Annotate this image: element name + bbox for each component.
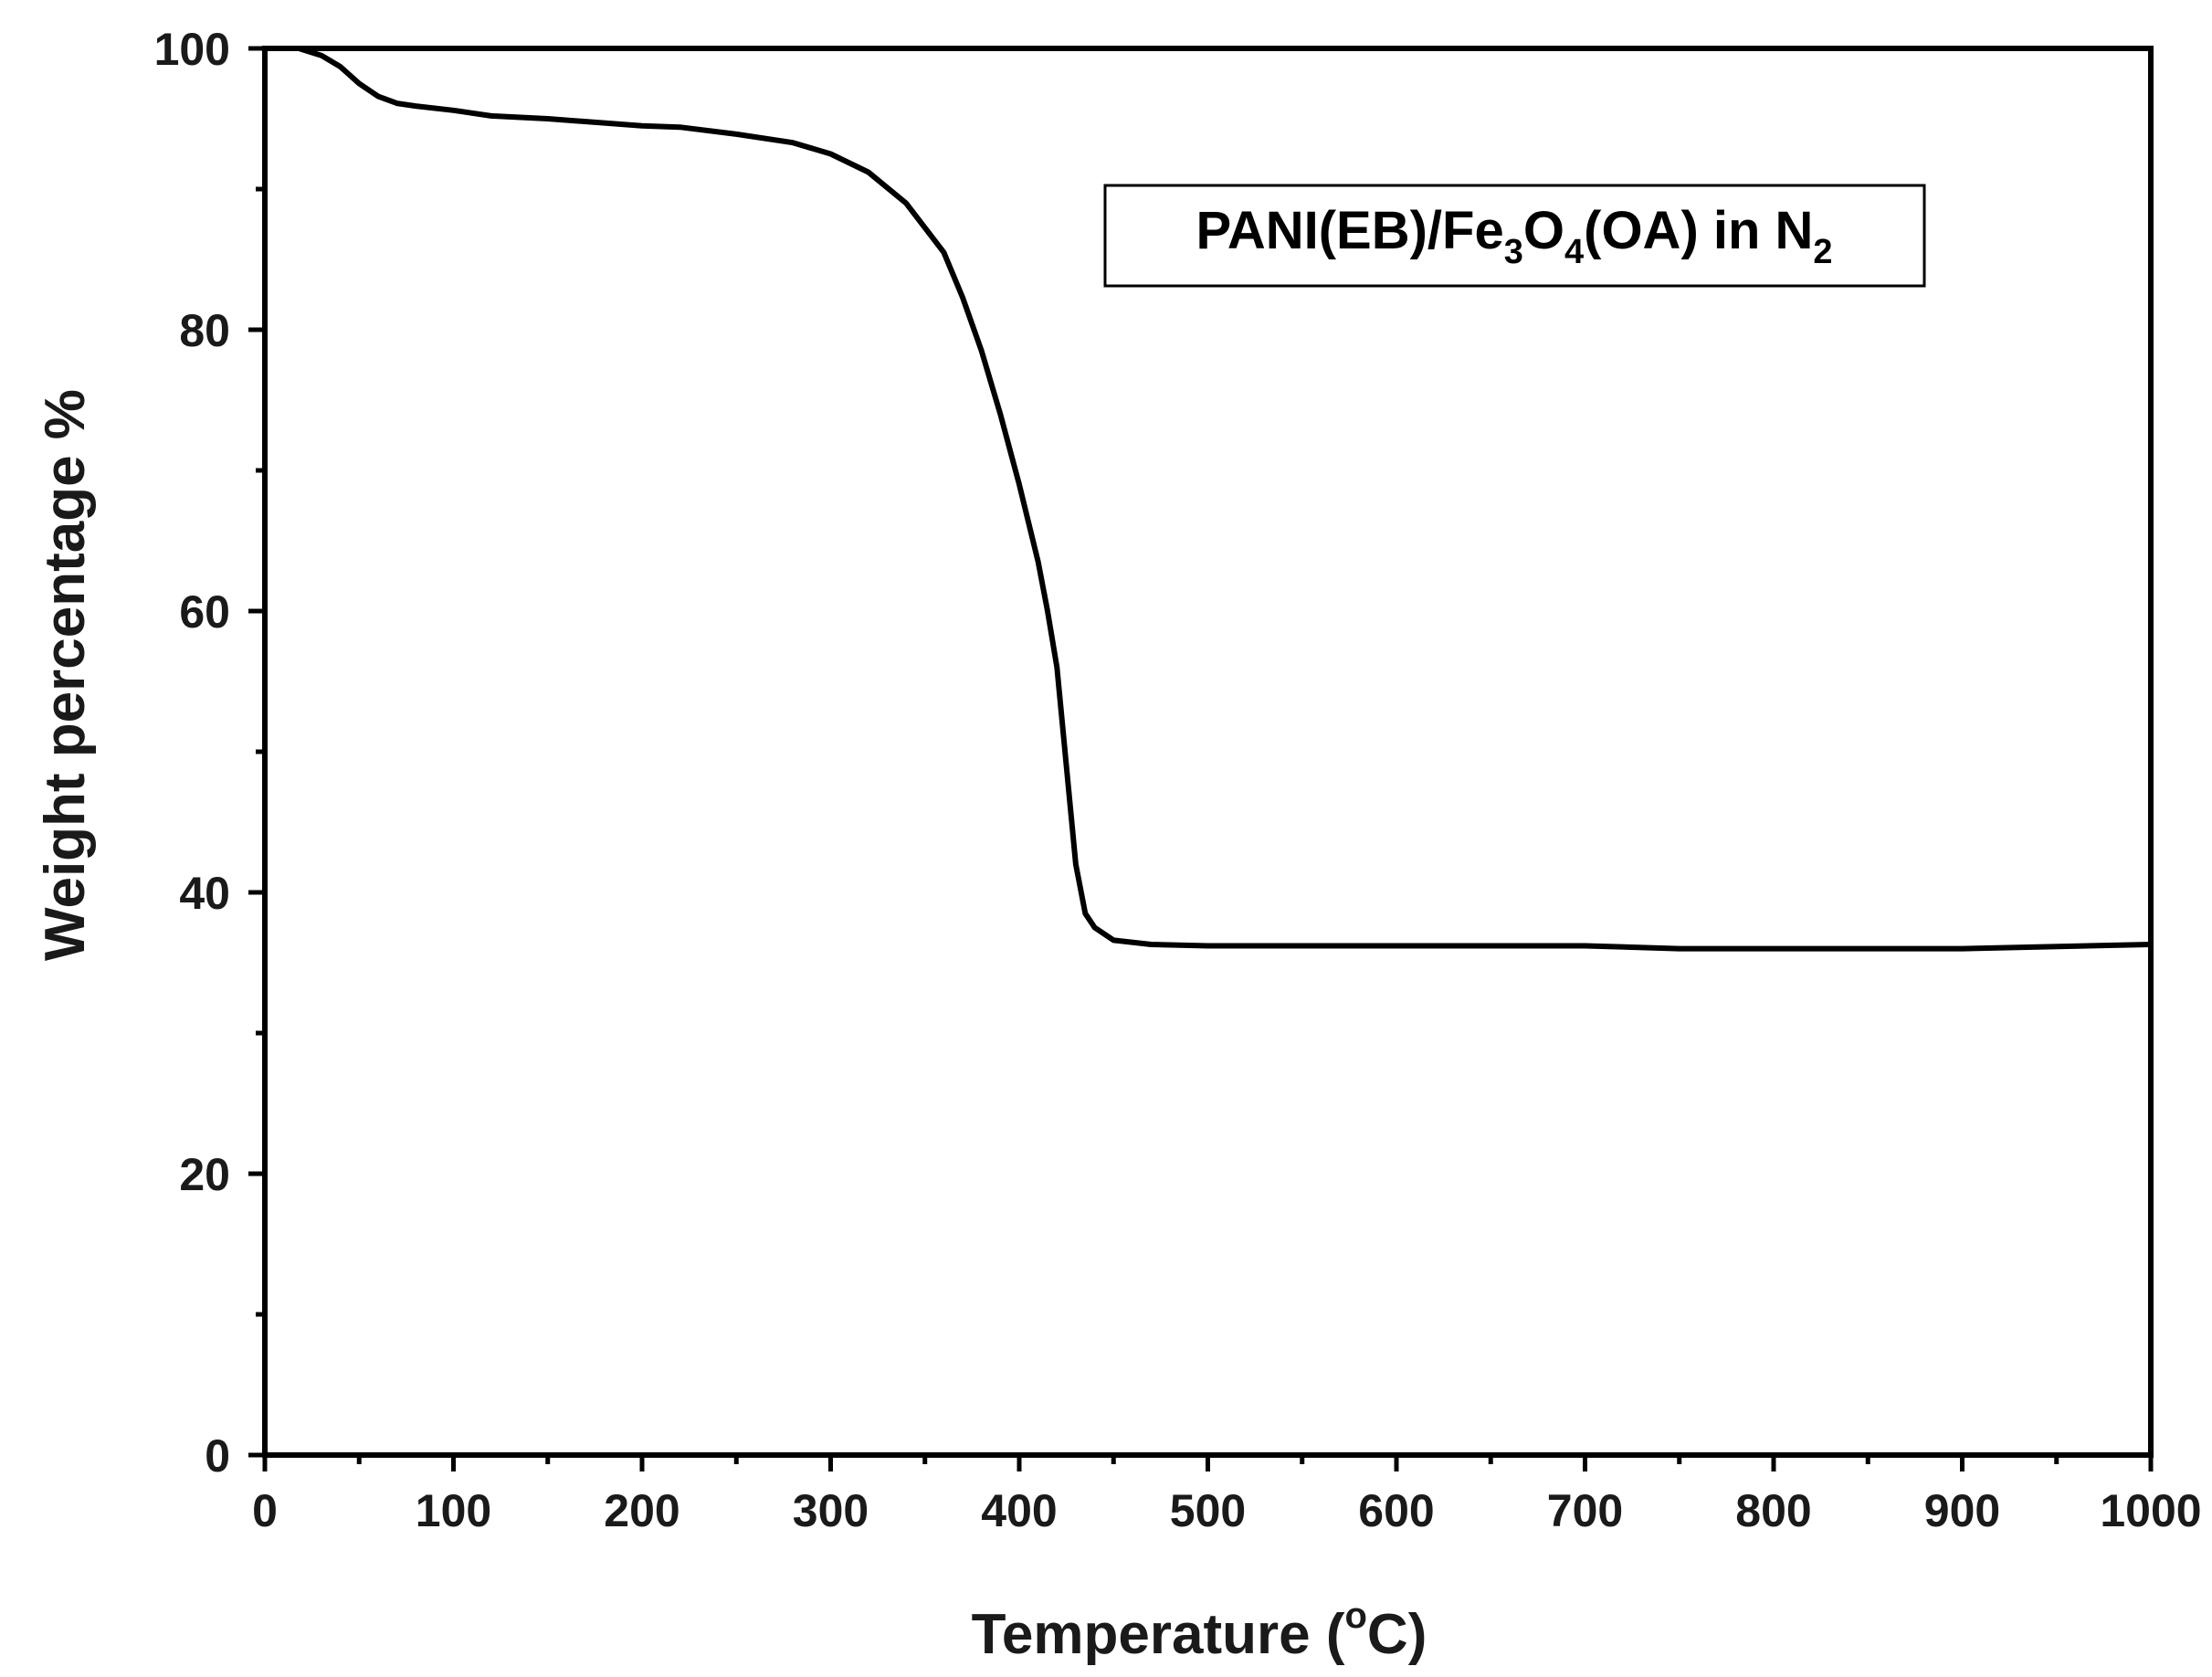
x-axis-title-end: C) — [1367, 1603, 1427, 1666]
y-tick-label: 60 — [179, 586, 230, 638]
x-tick-label: 200 — [604, 1485, 679, 1536]
x-tick-label: 700 — [1547, 1485, 1623, 1536]
y-axis-title: Weight percentage % — [34, 389, 97, 961]
x-tick-label: 1000 — [2100, 1485, 2201, 1536]
y-tick-label: 0 — [205, 1430, 230, 1482]
x-tick-label: 800 — [1735, 1485, 1811, 1536]
x-tick-label: 400 — [981, 1485, 1057, 1536]
x-tick-label: 600 — [1358, 1485, 1434, 1536]
x-axis-title-sup: o — [1344, 1596, 1366, 1636]
legend-text-part: PANI(EB)/Fe — [1196, 201, 1503, 260]
legend-subscript: 3 — [1504, 233, 1523, 271]
legend-text-part: (OA) in N — [1584, 201, 1813, 260]
x-axis-title: Temperature (oC) — [972, 1596, 1427, 1666]
y-tick-label: 20 — [179, 1149, 230, 1200]
x-tick-label: 0 — [252, 1485, 278, 1536]
x-tick-label: 900 — [1924, 1485, 2000, 1536]
y-tick-label: 80 — [179, 305, 230, 356]
y-tick-label: 40 — [179, 868, 230, 919]
x-tick-label: 300 — [793, 1485, 869, 1536]
legend-subscript: 2 — [1813, 233, 1832, 271]
series-line — [296, 46, 2154, 952]
y-tick-label: 100 — [154, 24, 230, 75]
legend: PANI(EB)/Fe3O4(OA) in N2 — [1103, 184, 1926, 288]
legend-text-part: O — [1523, 201, 1564, 260]
legend-label: PANI(EB)/Fe3O4(OA) in N2 — [1196, 201, 1832, 271]
x-axis-title-main: Temperature ( — [972, 1603, 1345, 1666]
legend-box — [1103, 184, 1926, 288]
x-tick-label: 500 — [1170, 1485, 1246, 1536]
x-tick-label: 100 — [416, 1485, 491, 1536]
legend-subscript: 4 — [1564, 233, 1584, 271]
